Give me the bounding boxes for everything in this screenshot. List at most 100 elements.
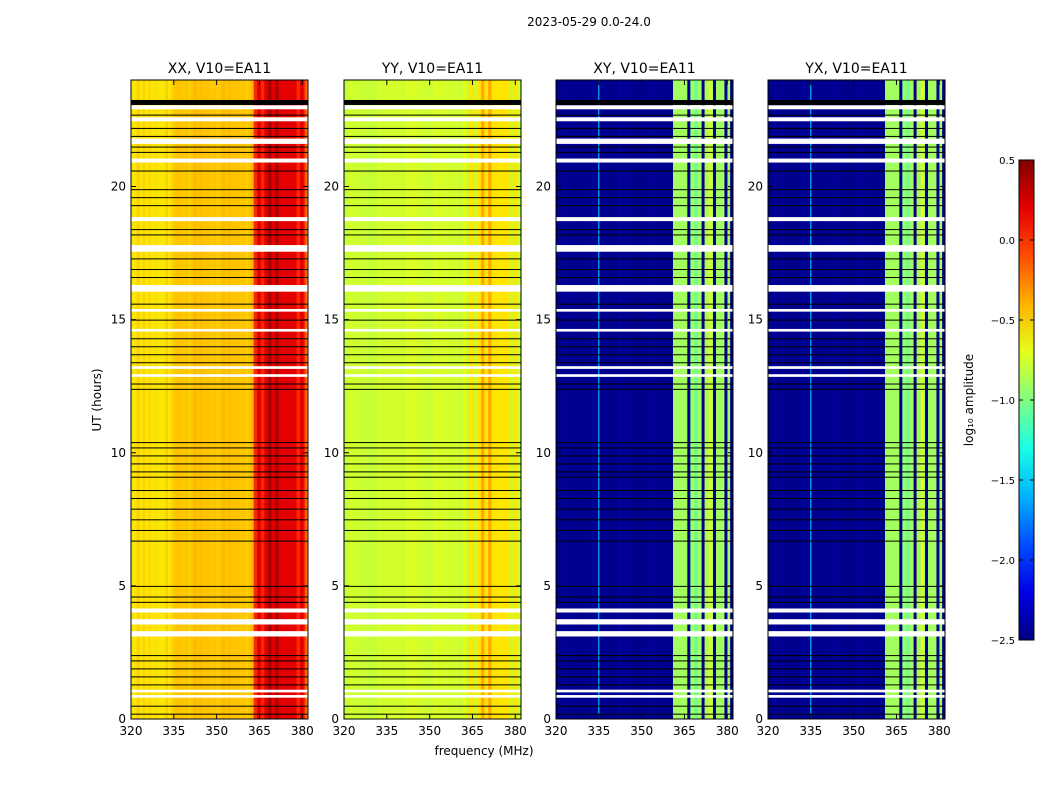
heatmap-column	[446, 80, 450, 719]
flag-band	[131, 308, 308, 312]
flag-band	[344, 366, 521, 369]
rfi-stripe	[715, 80, 720, 719]
flag-band	[768, 285, 945, 292]
heatmap-column	[423, 80, 427, 719]
y-tick-label: 10	[748, 446, 763, 460]
heatmap-column	[561, 80, 565, 719]
heatmap-column	[607, 80, 611, 719]
flag-line	[344, 338, 521, 340]
flag-line	[131, 585, 308, 587]
y-tick-label: 5	[755, 579, 763, 593]
flag-line	[768, 713, 945, 715]
flag-line	[768, 170, 945, 172]
flag-line	[768, 127, 945, 129]
flag-line	[768, 151, 945, 153]
flag-line	[768, 197, 945, 199]
heatmap-column	[624, 80, 628, 719]
flag-line	[344, 442, 521, 444]
flag-line	[768, 476, 945, 478]
flag-line	[131, 277, 308, 279]
flag-line	[344, 234, 521, 236]
flag-line	[556, 455, 733, 457]
heatmap-column	[807, 80, 811, 719]
flag-line	[344, 529, 521, 531]
flag-line	[344, 135, 521, 137]
flag-line	[344, 346, 521, 348]
flag-line	[131, 498, 308, 500]
flag-line	[131, 463, 308, 465]
flag-line	[344, 127, 521, 129]
x-tick-label: 380	[928, 724, 951, 738]
flag-line	[556, 668, 733, 670]
rfi-stripe	[289, 80, 293, 719]
flag-band	[131, 105, 308, 110]
rfi-separator	[936, 80, 940, 719]
flag-band	[556, 285, 733, 292]
flag-line	[344, 447, 521, 449]
flag-band	[768, 158, 945, 163]
flag-line	[768, 277, 945, 279]
y-tick-label: 20	[536, 180, 551, 194]
heatmap-column	[813, 80, 817, 719]
flag-line	[556, 540, 733, 542]
flag-line	[556, 277, 733, 279]
heatmap-column	[658, 80, 662, 719]
x-tick-label: 380	[291, 724, 314, 738]
flag-line	[556, 388, 733, 390]
panel-title: YX, V10=EA11	[804, 61, 907, 77]
x-tick-label: 335	[375, 724, 398, 738]
y-tick-label: 0	[118, 712, 126, 726]
flag-line	[556, 229, 733, 231]
flag-line	[131, 455, 308, 457]
x-tick-label: 335	[162, 724, 185, 738]
flag-band	[556, 619, 733, 625]
flag-line	[556, 103, 733, 105]
flag-line	[131, 519, 308, 521]
flag-line	[131, 338, 308, 340]
y-tick-label: 15	[536, 313, 551, 327]
x-tick-label: 335	[587, 724, 610, 738]
flag-line	[344, 354, 521, 356]
panel-title: XY, V10=EA11	[593, 61, 695, 77]
flag-band	[131, 631, 308, 637]
rfi-stripe	[708, 80, 713, 719]
flag-line	[131, 269, 308, 271]
flag-band	[344, 285, 521, 292]
y-tick-label: 0	[755, 712, 763, 726]
flag-line	[131, 99, 308, 104]
flag-band	[768, 328, 945, 332]
heatmap-column	[865, 80, 868, 719]
flag-line	[768, 455, 945, 457]
heatmap-column	[653, 80, 656, 719]
heatmap-column	[618, 80, 622, 719]
flag-band	[131, 285, 308, 292]
rfi-stripe	[673, 80, 677, 719]
heatmap-column	[389, 80, 393, 719]
heatmap-column	[859, 80, 863, 719]
flag-band	[556, 689, 733, 693]
flag-line	[344, 508, 521, 510]
flag-line	[556, 471, 733, 473]
panel-yy: YY, V10=EA11 320 335 350 365 380 0 5 10 15 20	[324, 61, 527, 738]
heatmap-column	[205, 80, 209, 719]
flag-line	[344, 540, 521, 542]
flag-line	[131, 354, 308, 356]
rfi-stripe	[885, 80, 889, 719]
flag-band	[768, 138, 945, 144]
flag-band	[344, 138, 521, 144]
y-tick-label: 10	[324, 446, 339, 460]
flag-band	[768, 366, 945, 369]
flag-band	[344, 374, 521, 377]
flag-line	[556, 269, 733, 271]
figure-suptitle: 2023-05-29 0.0-24.0	[527, 15, 651, 29]
flag-band	[131, 689, 308, 693]
flag-line	[556, 660, 733, 662]
rfi-stripe	[516, 80, 521, 719]
flag-line	[131, 383, 308, 385]
flag-line	[344, 498, 521, 500]
flag-line	[131, 655, 308, 657]
flag-line	[768, 229, 945, 231]
flag-line	[556, 529, 733, 531]
y-tick-label: 5	[118, 579, 126, 593]
flag-band	[131, 619, 308, 625]
